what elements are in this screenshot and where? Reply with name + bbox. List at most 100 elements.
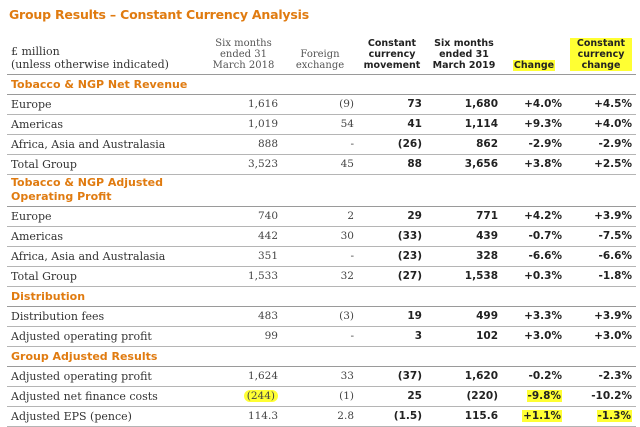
cell-cc-movement: 25	[358, 386, 426, 407]
cell-cc-change: -2.3%	[566, 366, 636, 387]
cell-2019: 102	[426, 326, 502, 347]
header-line: Six months	[434, 38, 494, 49]
table-title: Group Results – Constant Currency Analys…	[9, 7, 309, 22]
cell-cc-change: +3.9%	[566, 206, 636, 227]
highlight-mark: +1.1%	[522, 410, 562, 422]
header-constant-currency-movement: Constant currency movement	[358, 31, 426, 75]
section-header-distribution: Distribution	[7, 286, 636, 307]
row-label: Europe	[7, 206, 205, 227]
header-line: Six months	[215, 38, 272, 49]
highlight-mark: (244)	[243, 390, 278, 402]
header-change-highlight: Change	[512, 60, 556, 71]
header-line: exchange	[295, 60, 345, 71]
cell-cc-change: +4.5%	[566, 94, 636, 115]
header-line: movement	[363, 60, 421, 71]
table-row: Adjusted net finance costs (244) (1) 25 …	[7, 386, 636, 407]
header-line: March 2019	[432, 60, 496, 71]
cell-2019: 771	[426, 206, 502, 227]
header-line: currency	[570, 49, 632, 60]
row-label: Europe	[7, 94, 205, 115]
cell-2019: 1,680	[426, 94, 502, 115]
cell-change: -0.2%	[502, 366, 566, 387]
table-row: Europe 740 2 29 771 +4.2% +3.9%	[7, 206, 636, 227]
header-label-line: £ million	[11, 45, 60, 58]
table-row: Adjusted operating profit 1,624 33 (37) …	[7, 366, 636, 387]
cell-2019: 862	[426, 134, 502, 155]
table-row: Adjusted EPS (pence) 114.3 2.8 (1.5) 115…	[7, 406, 636, 427]
row-label: Americas	[7, 114, 205, 135]
header-label-line: (unless otherwise indicated)	[11, 58, 169, 71]
cell-cc-change: -7.5%	[566, 226, 636, 247]
row-label: Adjusted operating profit	[7, 366, 205, 387]
cell-cc-movement: 29	[358, 206, 426, 227]
cell-2018: 1,616	[205, 94, 282, 115]
cell-fx: -	[282, 246, 358, 267]
cell-2019: 439	[426, 226, 502, 247]
cell-fx: 2	[282, 206, 358, 227]
table-row: Distribution fees 483 (3) 19 499 +3.3% +…	[7, 306, 636, 327]
row-label: Adjusted EPS (pence)	[7, 406, 205, 427]
cell-cc-movement: (33)	[358, 226, 426, 247]
cell-fx: (1)	[282, 386, 358, 407]
cell-fx: 32	[282, 266, 358, 287]
cell-change: +3.3%	[502, 306, 566, 327]
results-table: £ million (unless otherwise indicated) S…	[7, 31, 636, 427]
section-title: Tobacco & NGP Adjusted Operating Profit	[7, 174, 636, 207]
cell-2018: 351	[205, 246, 282, 267]
cell-cc-movement: 19	[358, 306, 426, 327]
cell-2019: 328	[426, 246, 502, 267]
cell-fx: 45	[282, 154, 358, 175]
cell-2018: 888	[205, 134, 282, 155]
section-header-group-adjusted-results: Group Adjusted Results	[7, 346, 636, 367]
header-six-months-2018: Six months ended 31 March 2018	[205, 31, 282, 75]
header-line: Constant	[570, 38, 632, 49]
header-line: Foreign	[300, 49, 340, 60]
section-header-adjusted-operating-profit: Tobacco & NGP Adjusted Operating Profit	[7, 174, 636, 207]
cell-2018: 740	[205, 206, 282, 227]
cell-2019: 1,538	[426, 266, 502, 287]
cell-cc-movement: (23)	[358, 246, 426, 267]
header-line: March 2018	[212, 60, 275, 71]
cell-2018: 99	[205, 326, 282, 347]
cell-cc-movement: 73	[358, 94, 426, 115]
cell-change: +4.2%	[502, 206, 566, 227]
cell-2019: (220)	[426, 386, 502, 407]
header-row: £ million (unless otherwise indicated) S…	[7, 31, 636, 75]
cell-cc-movement: (27)	[358, 266, 426, 287]
cell-2018: 442	[205, 226, 282, 247]
cell-2018: 114.3	[205, 406, 282, 427]
cell-2019: 499	[426, 306, 502, 327]
header-line: currency	[368, 49, 416, 60]
table-row: Europe 1,616 (9) 73 1,680 +4.0% +4.5%	[7, 94, 636, 115]
cell-cc-movement: (1.5)	[358, 406, 426, 427]
row-label: Adjusted net finance costs	[7, 386, 205, 407]
header-line: ended 31	[220, 49, 267, 60]
cell-cc-change: +4.0%	[566, 114, 636, 135]
cell-cc-movement: (37)	[358, 366, 426, 387]
section-title: Group Adjusted Results	[7, 346, 636, 367]
cell-fx: 2.8	[282, 406, 358, 427]
section-title-line: Operating Profit	[11, 190, 112, 203]
header-line: Constant	[367, 38, 417, 49]
row-label: Africa, Asia and Australasia	[7, 134, 205, 155]
section-header-net-revenue: Tobacco & NGP Net Revenue	[7, 74, 636, 95]
cell-fx: 33	[282, 366, 358, 387]
cell-change: -2.9%	[502, 134, 566, 155]
header-line: change	[570, 60, 632, 71]
table-row: Americas 442 30 (33) 439 -0.7% -7.5%	[7, 226, 636, 247]
cell-2019: 115.6	[426, 406, 502, 427]
cell-cc-movement: (26)	[358, 134, 426, 155]
cell-cc-change: +3.0%	[566, 326, 636, 347]
cell-fx: 30	[282, 226, 358, 247]
cell-fx: (9)	[282, 94, 358, 115]
section-title: Tobacco & NGP Net Revenue	[7, 74, 636, 95]
row-label: Total Group	[7, 266, 205, 287]
header-foreign-exchange: Foreign exchange	[282, 31, 358, 75]
cell-change: -0.7%	[502, 226, 566, 247]
cell-cc-movement: 88	[358, 154, 426, 175]
table-row: Americas 1,019 54 41 1,114 +9.3% +4.0%	[7, 114, 636, 135]
cell-2018: 3,523	[205, 154, 282, 175]
cell-change: +3.8%	[502, 154, 566, 175]
cell-2018: 483	[205, 306, 282, 327]
cell-2019: 1,114	[426, 114, 502, 135]
